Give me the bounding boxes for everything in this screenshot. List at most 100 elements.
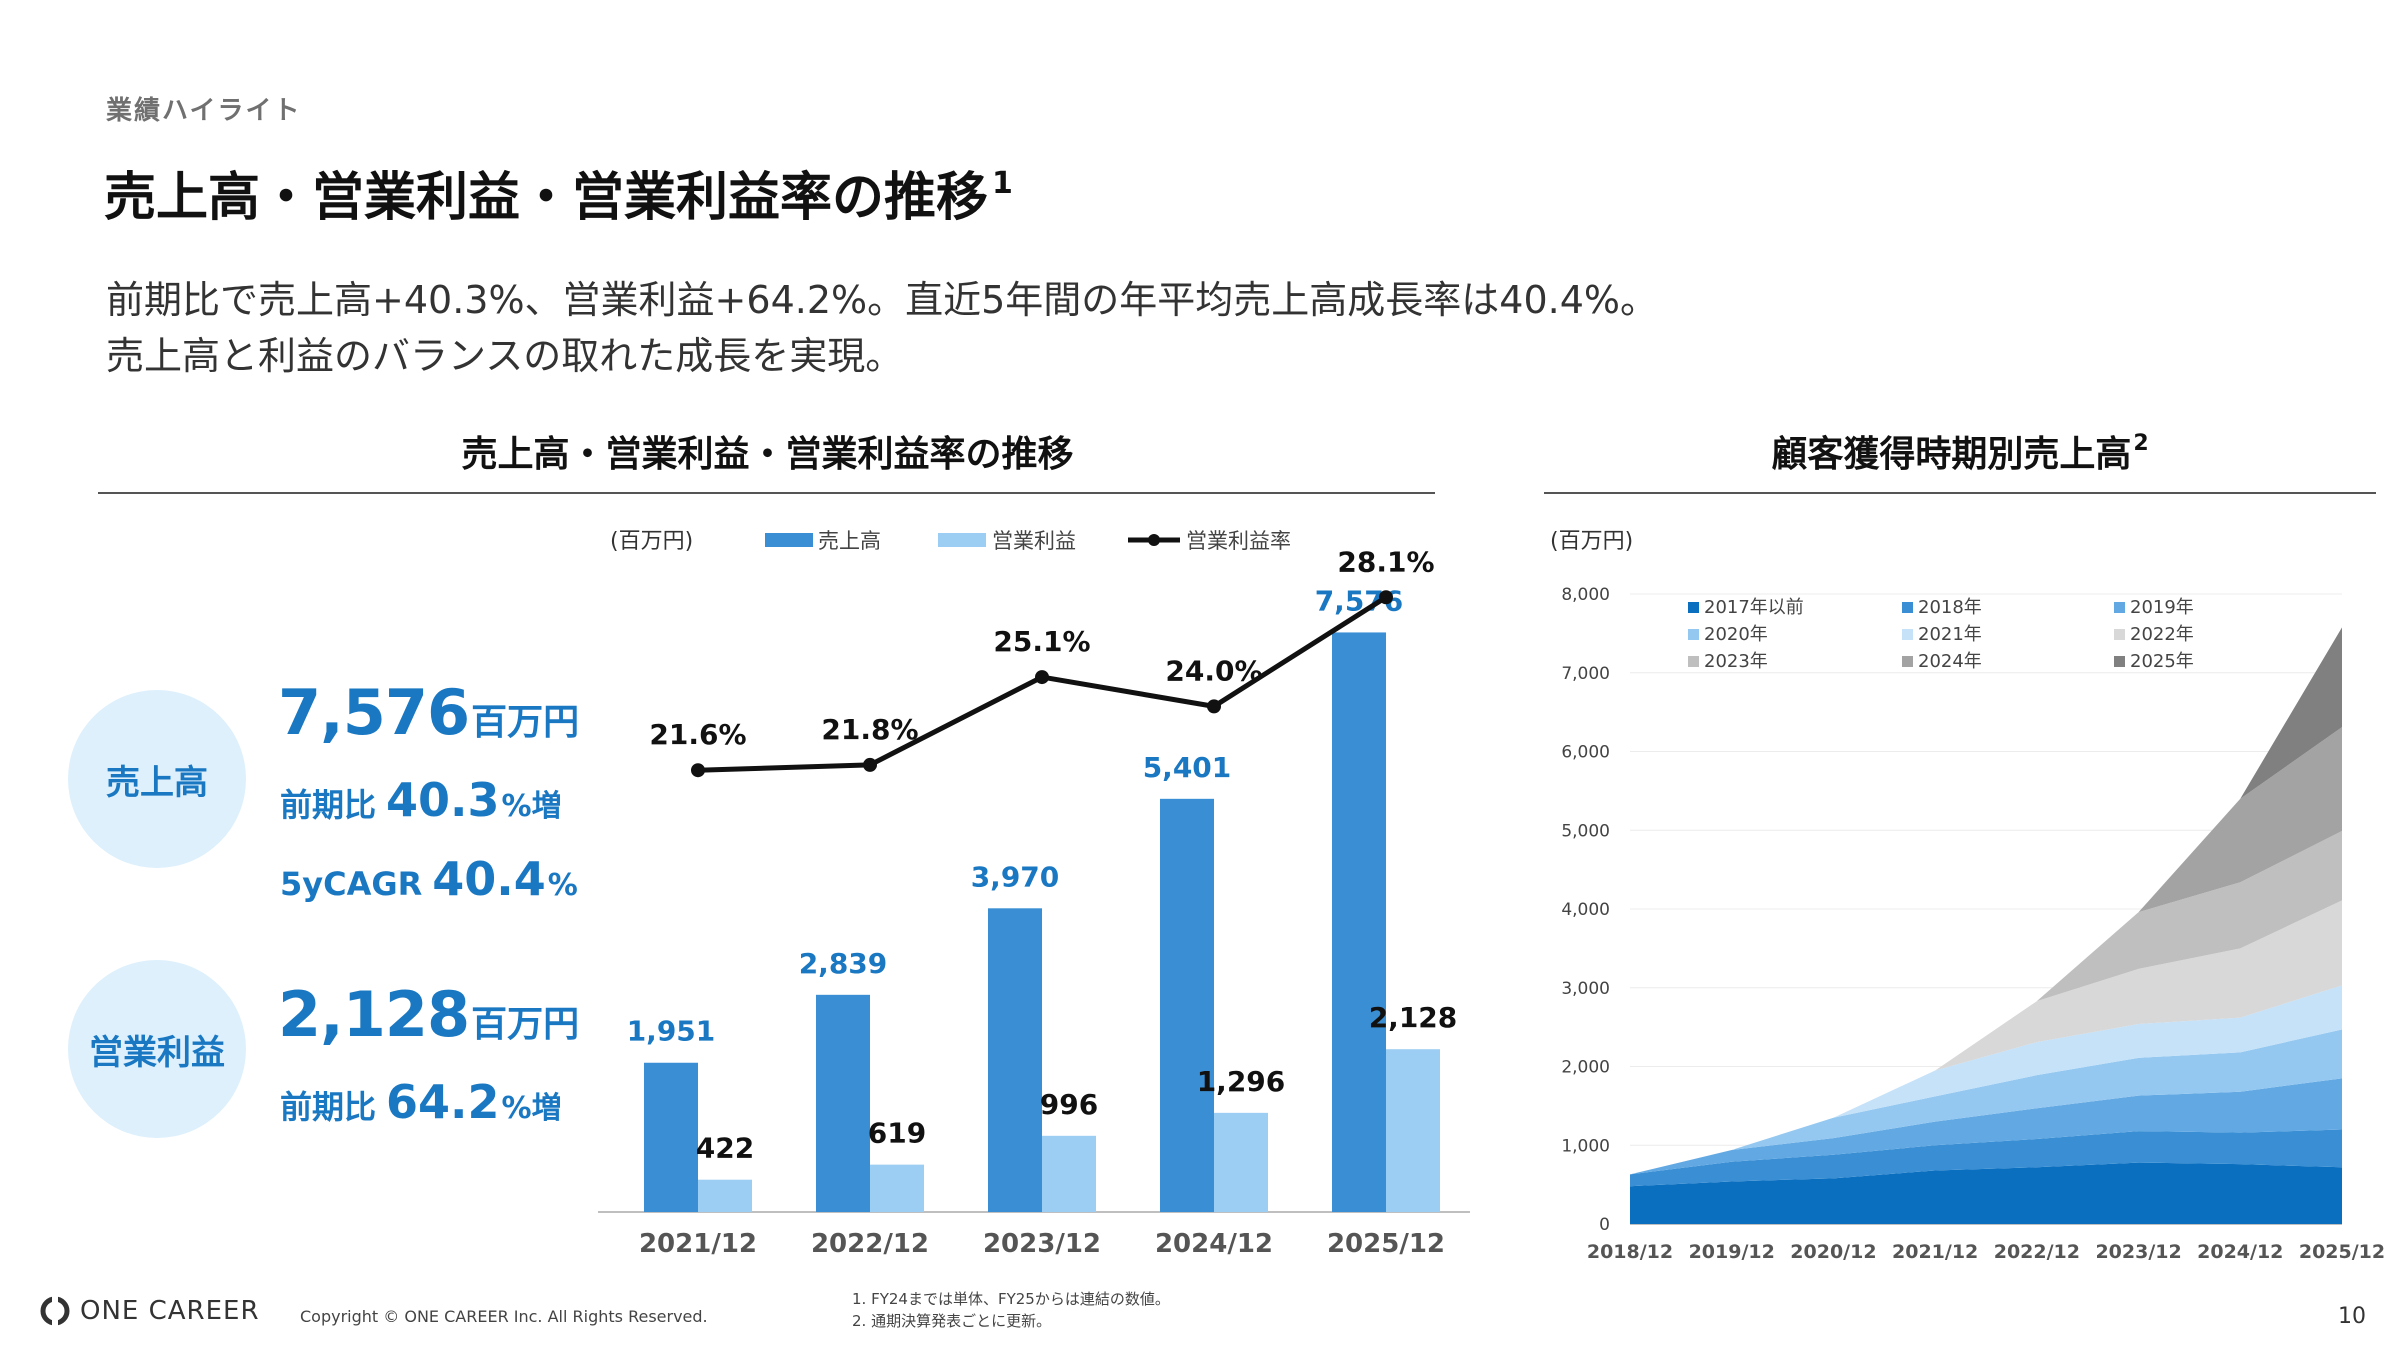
op-unit: 百万円 [471,1004,580,1045]
rate-point [1379,590,1393,605]
left-chart-title: 売上高・営業利益・営業利益率の推移 [461,434,1074,475]
y-tick-label: 1,000 [1561,1136,1610,1156]
op-bar [1042,1135,1096,1212]
rate-point [691,763,705,778]
sales-bar [988,908,1042,1212]
right-chart-title-text: 顧客獲得時期別売上高 [1771,434,2132,475]
area-x-tick-label: 2019/12 [1689,1241,1775,1263]
area-legend-swatch [1902,602,1913,613]
area-x-tick-label: 2020/12 [1790,1241,1876,1263]
x-tick-label: 2021/12 [639,1229,757,1259]
area-legend-label: 2023年 [1704,651,1768,672]
y-tick-label: 7,000 [1561,664,1610,684]
legend-label-op: 営業利益 [992,529,1076,553]
x-tick-label: 2024/12 [1155,1229,1273,1259]
op-data-label: 2,128 [1369,1001,1458,1034]
op-yoy: 前期比 64.2%増 [280,1075,562,1129]
area-legend-label: 2019年 [2130,597,2194,618]
rate-point [1207,699,1221,714]
op-bar [1386,1049,1440,1212]
area-legend-label: 2020年 [1704,624,1768,645]
area-legend-label: 2018年 [1918,597,1982,618]
sales-data-label: 5,401 [1143,751,1232,784]
logo-text: ONE CAREER [80,1296,260,1326]
rate-data-label: 24.0% [1165,654,1262,687]
footnote-2: 2. 通期決算発表ごとに更新。 [852,1312,1052,1330]
lead-line-2: 売上高と利益のバランスの取れた成長を実現。 [106,334,904,378]
op-data-label: 619 [868,1117,926,1150]
rate-data-label: 25.1% [993,625,1090,658]
area-legend-swatch [2114,656,2125,667]
sales-yoy-label: 前期比 [280,786,377,824]
area-legend-label: 2024年 [1918,651,1982,672]
y-tick-label: 6,000 [1561,743,1610,763]
op-data-label: 1,296 [1197,1065,1286,1098]
sales-cagr-label: 5yCAGR [280,865,423,903]
area-series [1630,831,2342,1175]
op-data-label: 996 [1040,1088,1098,1121]
area-legend-swatch [2114,602,2125,613]
rate-data-label: 28.1% [1337,545,1434,578]
rate-point [863,757,877,772]
x-tick-label: 2022/12 [811,1229,929,1259]
rate-data-label: 21.6% [649,718,746,751]
left-chart-rule [98,492,1435,494]
y-tick-label: 0 [1599,1215,1610,1235]
page-number: 10 [2338,1304,2366,1329]
x-tick-label: 2023/12 [983,1229,1101,1259]
area-legend-swatch [1688,602,1699,613]
rate-point [1035,670,1049,685]
op-bar [1214,1112,1268,1212]
sales-bar [1332,632,1386,1212]
sales-kpi-value: 7,576百万円 [278,676,579,749]
y-tick-label: 3,000 [1561,979,1610,999]
area-legend-swatch [1902,629,1913,640]
sales-bar [1160,798,1214,1212]
op-yoy-suffix: %増 [501,1091,562,1126]
area-legend-label: 2025年 [2130,651,2194,672]
right-chart-title: 顧客獲得時期別売上高2 [1545,425,2375,477]
page-title: 売上高・営業利益・営業利益率の推移 1 [104,155,1013,230]
sales-bar [644,1062,698,1212]
op-kpi-badge: 営業利益 [68,960,246,1138]
sales-cagr-suffix: % [547,868,578,903]
area-legend-label: 2022年 [2130,624,2194,645]
legend-dot-rate [1148,534,1160,546]
sales-bar [816,994,870,1212]
unit-label: (百万円) [610,529,693,554]
area-series [1630,1029,2342,1175]
area-series [1630,1162,2342,1224]
area-legend-swatch [1902,656,1913,667]
x-tick-label: 2025/12 [1327,1229,1445,1259]
legend-label-sales: 売上高 [818,529,881,553]
sales-yoy: 前期比 40.3%増 [280,773,562,827]
y-tick-label: 5,000 [1561,821,1610,841]
y-tick-label: 2,000 [1561,1058,1610,1078]
lead-line-1: 前期比で売上高+40.3%、営業利益+64.2%。直近5年間の年平均売上高成長率… [106,278,1659,322]
logo-mark-icon [40,1296,70,1326]
y-tick-label: 4,000 [1561,900,1610,920]
area-series [1630,985,2342,1175]
page-title-text: 売上高・営業利益・営業利益率の推移 [104,168,989,228]
area-unit-label: (百万円) [1550,529,1633,554]
area-legend-swatch [1688,629,1699,640]
lead-text: 前期比で売上高+40.3%、営業利益+64.2%。直近5年間の年平均売上高成長率… [106,272,1658,384]
sales-data-label: 2,839 [799,947,888,980]
area-series [1630,1129,2342,1187]
sales-yoy-value: 40.3 [386,773,500,827]
right-chart-rule [1544,492,2376,494]
op-value: 2,128 [278,978,470,1051]
area-x-tick-label: 2022/12 [1994,1241,2080,1263]
area-x-tick-label: 2018/12 [1587,1241,1673,1263]
sales-kpi-badge: 売上高 [68,690,246,868]
area-x-tick-label: 2025/12 [2299,1241,2385,1263]
sales-cagr: 5yCAGR 40.4% [280,852,578,906]
sales-data-label: 1,951 [627,1015,716,1048]
y-tick-label: 8,000 [1561,585,1610,605]
footnotes: 1. FY24までは単体、FY25からは連結の数値。 2. 通期決算発表ごとに更… [852,1288,1170,1332]
area-legend-label: 2017年以前 [1704,597,1804,618]
area-legend-swatch [1688,656,1699,667]
op-yoy-value: 64.2 [386,1075,500,1129]
page-title-footnote-mark: 1 [992,166,1013,201]
